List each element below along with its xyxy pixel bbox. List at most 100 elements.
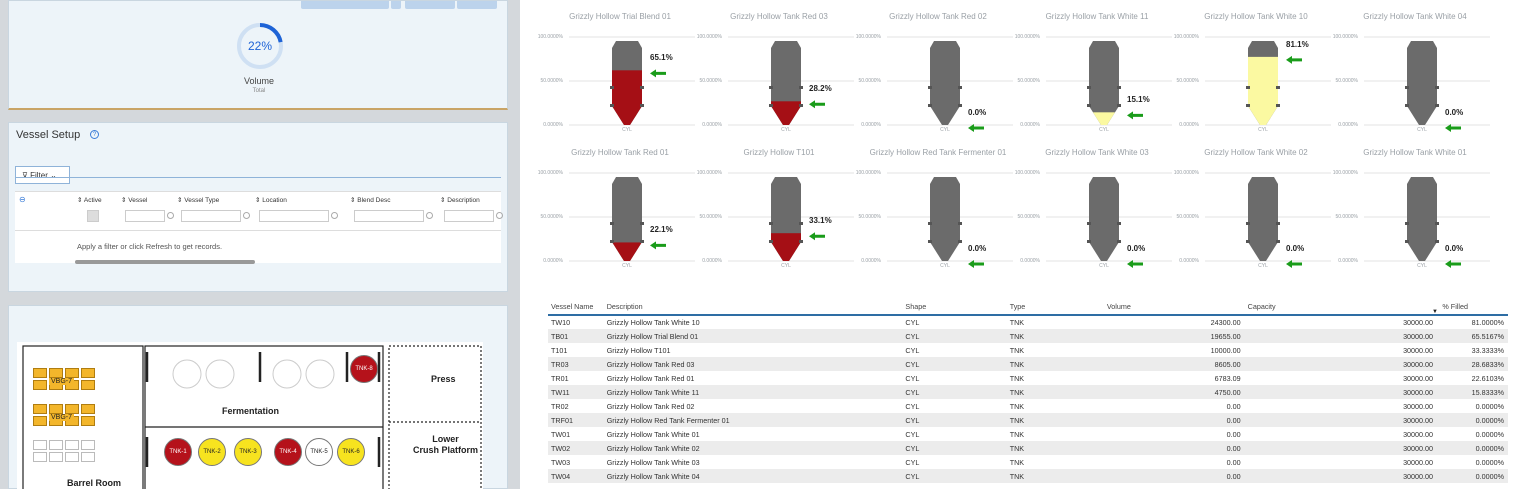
tank-tnk-3[interactable]: TNK-3 — [234, 438, 262, 466]
sort-desc-icon[interactable]: ▼ — [1432, 309, 1438, 315]
column-header[interactable]: ⇕ Blend Desc — [350, 197, 391, 204]
filter-clear-icon[interactable] — [426, 212, 433, 219]
column-filter-input[interactable] — [354, 210, 424, 222]
tank-tnk-5[interactable]: TNK-5 — [305, 438, 333, 466]
column-filter-input[interactable] — [259, 210, 329, 222]
table-row[interactable]: TW10 Grizzly Hollow Tank White 10 CYL TNK 24… — [548, 315, 1508, 329]
column-header[interactable]: ⇕ Location — [255, 197, 287, 204]
barrel-bin[interactable] — [49, 440, 63, 450]
filter-clear-icon[interactable] — [331, 212, 338, 219]
axis-tick-label: 100.0000% — [537, 170, 563, 176]
barrel-bin[interactable] — [33, 368, 47, 378]
axis-tick-label: 0.0000% — [1338, 258, 1358, 264]
barrel-bin[interactable] — [49, 404, 63, 414]
column-filter-input[interactable] — [87, 210, 99, 222]
table-row[interactable]: TR01 Grizzly Hollow Tank Red 01 CYL TNK 6783… — [548, 371, 1508, 385]
fill-level-arrow — [1286, 55, 1302, 64]
table-cell: 30000.00 — [1403, 345, 1434, 355]
filter-button[interactable]: ⊽ Filter ⌄ — [15, 166, 70, 184]
tank-tnk-4[interactable]: TNK-4 — [274, 438, 302, 466]
column-filter-input[interactable] — [444, 210, 494, 222]
room-label: Fermentation — [222, 406, 280, 416]
tank-chart: Grizzly Hollow Tank White 04 100.0000% 50.… — [1333, 8, 1490, 138]
barrel-bin[interactable] — [65, 368, 79, 378]
table-cell: TNK — [1006, 469, 1104, 483]
table-row[interactable]: TW01 Grizzly Hollow Tank White 01 CYL TNK 0.… — [548, 427, 1508, 441]
barrel-bin[interactable] — [33, 404, 47, 414]
axis-tick-label: 0.0000% — [861, 258, 881, 264]
filter-clear-icon[interactable] — [167, 212, 174, 219]
barrel-bin[interactable] — [49, 452, 63, 462]
expand-icon[interactable]: ⊖ — [19, 195, 26, 204]
tank-tnk-8[interactable]: TNK-8 — [350, 355, 378, 383]
barrel-bin[interactable] — [81, 416, 95, 426]
barrel-bin[interactable] — [33, 380, 47, 390]
table-cell: TR03 — [548, 357, 604, 371]
tank-plot — [728, 172, 854, 262]
barrel-bin[interactable] — [81, 404, 95, 414]
refresh-button[interactable] — [405, 1, 455, 9]
table-cell: TW10 — [551, 318, 571, 327]
table-row[interactable]: TW02 Grizzly Hollow Tank White 02 CYL TNK 0.… — [548, 441, 1508, 455]
tank-tnk-6[interactable]: TNK-6 — [337, 438, 365, 466]
barrel-bin[interactable] — [65, 404, 79, 414]
more-button[interactable] — [457, 1, 497, 9]
shape-label: CYL — [1417, 263, 1427, 269]
tank-tnk-1[interactable]: TNK-1 — [164, 438, 192, 466]
table-row[interactable]: TW04 Grizzly Hollow Tank White 04 CYL TNK 0.… — [548, 469, 1508, 483]
barrel-bin[interactable] — [65, 452, 79, 462]
filter-clear-icon[interactable] — [496, 212, 503, 219]
column-header[interactable]: ⇕ Vessel Type — [177, 197, 220, 204]
table-cell: TR01 — [551, 373, 569, 383]
barrel-bin[interactable] — [81, 368, 95, 378]
table-row[interactable]: TW03 Grizzly Hollow Tank White 03 CYL TNK 0.… — [548, 455, 1508, 469]
barrel-bin[interactable] — [33, 416, 47, 426]
column-header[interactable]: ⇕ Vessel — [121, 197, 148, 204]
table-cell: TW11 — [548, 385, 604, 399]
table-row[interactable]: T101 Grizzly Hollow T101 CYL TNK 10000.00 300… — [548, 343, 1508, 357]
floor-plan: TNK-1 TNK-2 TNK-3 TNK-4 TNK-5 TNK-6 TNK-8 Ferm… — [17, 342, 483, 489]
table-column-header[interactable]: Vessel Name — [548, 299, 604, 316]
table-column-header[interactable]: Type — [1006, 299, 1104, 316]
barrel-bin[interactable] — [81, 452, 95, 462]
table-column-header[interactable]: Shape — [902, 299, 1007, 316]
tank-fill-bar — [771, 233, 801, 261]
fill-level-arrow — [1445, 124, 1461, 132]
floor-walls — [22, 345, 482, 489]
table-row[interactable]: TRF01 Grizzly Hollow Red Tank Fermenter 0… — [548, 413, 1508, 427]
table-column-header[interactable]: Volume — [1103, 299, 1245, 316]
table-row[interactable]: TW11 Grizzly Hollow Tank White 11 CYL TNK 47… — [548, 385, 1508, 399]
tank-tnk-2[interactable]: TNK-2 — [198, 438, 226, 466]
table-column-header[interactable]: Description — [603, 299, 903, 316]
barrel-bin[interactable] — [33, 440, 47, 450]
help-icon[interactable]: ? — [90, 130, 99, 139]
table-column-header[interactable]: Capacity — [1244, 299, 1438, 316]
table-row[interactable]: TR03 Grizzly Hollow Tank Red 03 CYL TNK 8605… — [548, 357, 1508, 371]
table-cell: Grizzly Hollow Tank White 03 — [606, 457, 700, 467]
table-cell: TW01 — [551, 429, 571, 439]
table-column-header[interactable]: % Filled — [1437, 299, 1508, 316]
column-filter-input[interactable] — [125, 210, 165, 222]
column-header[interactable]: ⇕ Description — [440, 197, 480, 204]
column-header[interactable]: ⇕ Active — [77, 197, 102, 204]
tank-chart: Grizzly Hollow Red Tank Fermenter 01 100.… — [856, 144, 1013, 274]
table-cell: 0.0000% — [1437, 469, 1508, 483]
barrel-bin[interactable] — [33, 452, 47, 462]
table-cell: CYL — [905, 401, 920, 411]
table-row[interactable]: TR02 Grizzly Hollow Tank Red 02 CYL TNK 0.00… — [548, 399, 1508, 413]
create-operation-button[interactable] — [301, 1, 389, 9]
table-cell: 30000.00 — [1403, 401, 1434, 411]
filter-clear-icon[interactable] — [243, 212, 250, 219]
vessel-setup-card: Vessel Setup ? ⊽ Filter ⌄ ⊖ ⇕ Active ⇕ Ve… — [8, 122, 508, 292]
axis-tick-label: 50.0000% — [1176, 214, 1199, 220]
dropdown-button[interactable] — [391, 1, 401, 9]
barrel-bin[interactable] — [49, 368, 63, 378]
barrel-bin[interactable] — [81, 380, 95, 390]
barrel-bin[interactable] — [81, 440, 95, 450]
table-cell: 28.6833% — [1437, 357, 1508, 371]
barrel-bin[interactable] — [65, 440, 79, 450]
horizontal-scrollbar[interactable] — [75, 260, 255, 264]
column-filter-input[interactable] — [181, 210, 241, 222]
shape-label: CYL — [1417, 127, 1427, 133]
table-row[interactable]: TB01 Grizzly Hollow Trial Blend 01 CYL TNK 1… — [548, 329, 1508, 343]
